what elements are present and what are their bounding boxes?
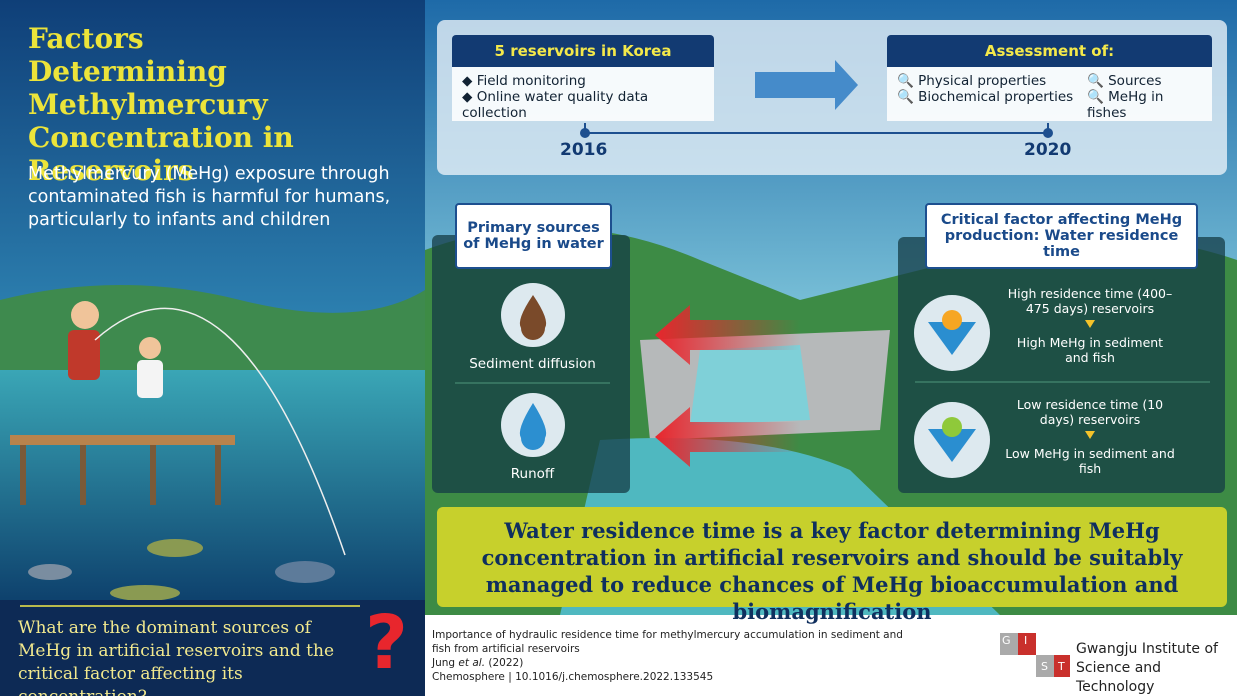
item: 🔍 MeHg in fishes (1087, 89, 1207, 121)
critical-title: Critical factor affecting MeHg productio… (925, 203, 1198, 269)
year: 2020 (1024, 140, 1071, 160)
start-title: 5 reservoirs in Korea (452, 35, 714, 67)
item-text: Online water quality data collection (462, 89, 648, 121)
case-condition: Low residence time (10 days) reservoirs (1005, 397, 1175, 427)
pier (10, 435, 235, 445)
question: What are the dominant sources of MeHg in… (18, 617, 368, 696)
item: 🔍 Biochemical properties (897, 89, 1087, 121)
case-result: Low MeHg in sediment and fish (1005, 446, 1175, 476)
item: 🔍 Sources (1087, 73, 1207, 89)
citation: Importance of hydraulic residence time f… (432, 628, 912, 684)
item: 🔍 Physical properties (897, 73, 1087, 89)
logo-letter: I (1024, 634, 1027, 647)
source-label: Runoff (440, 466, 625, 482)
item: ◆ Field monitoring (462, 73, 704, 89)
item-text: Physical properties (918, 73, 1046, 89)
citation-source: Chemosphere | 10.1016/j.chemosphere.2022… (432, 670, 912, 684)
logo-letter: S (1041, 660, 1048, 673)
end-title: Assessment of: (887, 35, 1212, 67)
logo-letter: T (1058, 660, 1065, 673)
logo-letter: G (1002, 634, 1011, 647)
doi: 10.1016/j.chemosphere.2022.133545 (515, 671, 713, 683)
conclusion: Water residence time is a key factor det… (447, 517, 1217, 625)
item-text: Biochemical properties (918, 89, 1073, 105)
case-result: High MeHg in sediment and fish (1005, 335, 1175, 365)
start-items: ◆ Field monitoring ◆ Online water qualit… (452, 67, 714, 121)
item: ◆ Online water quality data collection (462, 89, 704, 121)
item-text: Sources (1108, 73, 1161, 89)
description: Methylmercury (MeHg) exposure through co… (28, 163, 418, 232)
gauge (942, 310, 962, 330)
case-condition: High residence time (400–475 days) reser… (1005, 286, 1175, 316)
institution: Gwangju Institute of Science and Technol… (1076, 640, 1231, 696)
item-text: Field monitoring (477, 73, 586, 89)
citation-authors: Jung et al. (2022) (432, 656, 912, 670)
sources-title: Primary sources of MeHg in water (455, 203, 612, 269)
spillway (690, 345, 810, 425)
citation-title: Importance of hydraulic residence time f… (432, 628, 912, 656)
year: (2022) (488, 657, 523, 669)
year: 2016 (560, 140, 607, 160)
journal: Chemosphere (432, 671, 505, 683)
infographic: Factors Determining Methylmercury Concen… (0, 0, 1237, 696)
author: Jung (432, 657, 455, 669)
question-mark: ? (365, 600, 408, 686)
etal: et al. (458, 657, 485, 669)
end-items: 🔍 Physical properties 🔍 Sources 🔍 Bioche… (887, 67, 1212, 121)
source-label: Sediment diffusion (440, 356, 625, 372)
gauge (942, 417, 962, 437)
item-text: MeHg in fishes (1087, 89, 1163, 121)
